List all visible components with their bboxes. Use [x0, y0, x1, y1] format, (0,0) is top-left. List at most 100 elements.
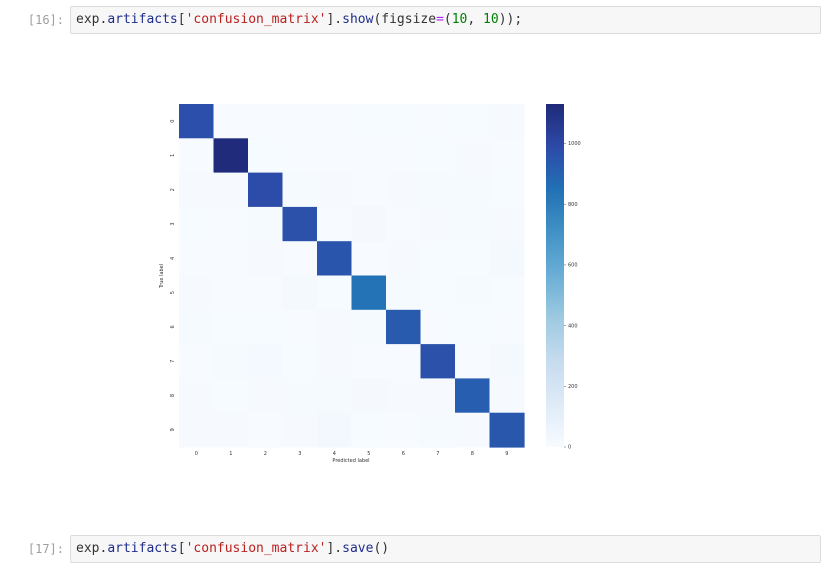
heatmap-cell-1-0: [179, 138, 215, 174]
heatmap-cell-3-3: [282, 206, 318, 242]
colorbar-tick-label: 400: [568, 323, 578, 329]
code-token: =: [436, 12, 444, 27]
heatmap-cell-8-1: [213, 378, 249, 414]
heatmap-cell-6-3: [282, 309, 318, 345]
cell-prompt: [16]:: [27, 13, 64, 27]
heatmap-cell-3-0: [179, 206, 215, 242]
heatmap-cell-5-2: [248, 275, 284, 311]
heatmap-cell-4-3: [282, 241, 318, 277]
heatmap-cell-4-8: [455, 241, 491, 277]
y-axis-label: True label: [159, 264, 165, 289]
heatmap-cell-5-5: [351, 275, 387, 311]
code-token: (: [443, 12, 452, 27]
code-editor[interactable]: exp.artifacts['confusion_matrix'].save(): [70, 535, 821, 563]
heatmap-cell-4-4: [317, 241, 353, 277]
code-cell-16: [16]: exp.artifacts['confusion_matrix'].…: [0, 6, 821, 34]
code-editor[interactable]: exp.artifacts['confusion_matrix'].show(f…: [70, 6, 821, 34]
heatmap-cell-9-9: [489, 412, 525, 448]
heatmap-cell-0-0: [179, 104, 215, 139]
code-token: ].: [326, 541, 343, 556]
heatmap-cell-5-8: [455, 275, 491, 311]
heatmap-cell-0-7: [420, 104, 456, 139]
heatmap-cell-8-9: [489, 378, 525, 414]
heatmap-cell-4-5: [351, 241, 387, 277]
x-tick-label: 5: [367, 451, 370, 457]
heatmap-cell-1-6: [386, 138, 422, 174]
heatmap-cell-4-2: [248, 241, 284, 277]
y-tick-label: 4: [170, 257, 176, 260]
heatmap-cell-8-6: [386, 378, 422, 414]
heatmap-cell-6-6: [386, 309, 422, 345]
heatmap-cell-9-4: [317, 412, 353, 448]
heatmap-cell-9-7: [420, 412, 456, 448]
heatmap-cell-0-3: [282, 104, 318, 139]
heatmap-cell-7-8: [455, 344, 491, 379]
heatmap-cell-7-6: [386, 344, 422, 379]
heatmap-cell-0-2: [248, 104, 284, 139]
heatmap-cell-3-7: [420, 206, 456, 242]
heatmap-cell-2-2: [248, 172, 284, 208]
heatmap-cell-3-8: [455, 206, 491, 242]
heatmap-cell-2-0: [179, 172, 215, 208]
code-token: 10: [451, 12, 468, 27]
heatmap-cell-2-7: [420, 172, 456, 208]
heatmap-cell-7-3: [282, 344, 318, 379]
heatmap-cell-7-9: [489, 344, 525, 379]
code-token: ].: [326, 12, 343, 27]
heatmap-cell-0-1: [213, 104, 249, 139]
heatmap-cell-7-2: [248, 344, 284, 379]
x-tick-label: 8: [471, 451, 474, 457]
heatmap-cell-2-8: [455, 172, 491, 208]
code-token: [: [177, 12, 186, 27]
heatmap-cell-8-7: [420, 378, 456, 414]
code-token: (): [373, 541, 390, 556]
code-token: 10: [483, 12, 499, 27]
heatmap-cell-4-7: [420, 241, 456, 277]
heatmap-cell-8-8: [455, 378, 491, 414]
x-axis-ticks: 0 1 2 3 4 5 6 7 8 9: [195, 451, 509, 457]
y-tick-label: 3: [170, 222, 176, 225]
heatmap-cell-9-3: [282, 412, 318, 448]
heatmap-cell-1-2: [248, 138, 284, 174]
code-token: artifacts: [107, 541, 178, 556]
heatmap-cell-3-9: [489, 206, 525, 242]
y-axis-ticks: 0 1 2 3 4 5 6 7 8 9: [170, 120, 176, 432]
colorbar-tick-label: 1000: [568, 141, 581, 147]
heatmap-cell-6-2: [248, 309, 284, 345]
heatmap-cell-6-8: [455, 309, 491, 345]
code-token: .: [99, 12, 108, 27]
heatmap-cell-1-9: [489, 138, 525, 174]
colorbar: [546, 104, 564, 447]
y-tick-label: 1: [170, 154, 176, 157]
y-tick-label: 8: [170, 394, 176, 397]
heatmap-cell-4-1: [213, 241, 249, 277]
heatmap-cell-5-9: [489, 275, 525, 311]
y-tick-label: 9: [170, 428, 176, 431]
heatmap-cell-9-2: [248, 412, 284, 448]
heatmap-cell-9-8: [455, 412, 491, 448]
heatmap-cell-9-6: [386, 412, 422, 448]
heatmap-cell-3-5: [351, 206, 387, 242]
heatmap-cell-7-1: [213, 344, 249, 379]
code-token: ));: [498, 12, 523, 27]
heatmap-cell-0-4: [317, 104, 353, 139]
heatmap-cell-1-1: [213, 138, 249, 174]
code-token: exp: [76, 12, 100, 27]
y-tick-label: 2: [170, 188, 176, 191]
heatmap-cell-3-4: [317, 206, 353, 242]
heatmap-cell-2-6: [386, 172, 422, 208]
code-token: ,: [467, 12, 484, 27]
heatmap-cell-5-4: [317, 275, 353, 311]
heatmap-cell-9-0: [179, 412, 215, 448]
code-token: exp: [76, 541, 100, 556]
heatmap-cell-8-2: [248, 378, 284, 414]
x-tick-label: 9: [505, 451, 508, 457]
code-token: [: [177, 541, 186, 556]
x-tick-label: 3: [298, 451, 301, 457]
heatmap-cell-1-4: [317, 138, 353, 174]
heatmap-cell-5-7: [420, 275, 456, 311]
code-token: 'confusion_matrix': [185, 12, 327, 27]
code-cell-17: [17]: exp.artifacts['confusion_matrix'].…: [0, 535, 821, 563]
y-tick-label: 6: [170, 325, 176, 328]
heatmap-cell-5-0: [179, 275, 215, 311]
